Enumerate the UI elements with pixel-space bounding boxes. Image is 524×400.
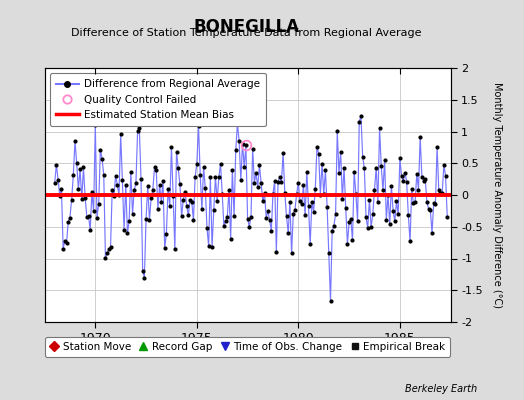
Legend: Difference from Regional Average, Quality Control Failed, Estimated Station Mean: Difference from Regional Average, Qualit… (50, 73, 266, 126)
Y-axis label: Monthly Temperature Anomaly Difference (°C): Monthly Temperature Anomaly Difference (… (492, 82, 502, 308)
Text: Berkeley Earth: Berkeley Earth (405, 384, 477, 394)
Text: BONEGILLA: BONEGILLA (193, 18, 299, 36)
Legend: Station Move, Record Gap, Time of Obs. Change, Empirical Break: Station Move, Record Gap, Time of Obs. C… (45, 337, 450, 357)
Text: Difference of Station Temperature Data from Regional Average: Difference of Station Temperature Data f… (71, 28, 421, 38)
